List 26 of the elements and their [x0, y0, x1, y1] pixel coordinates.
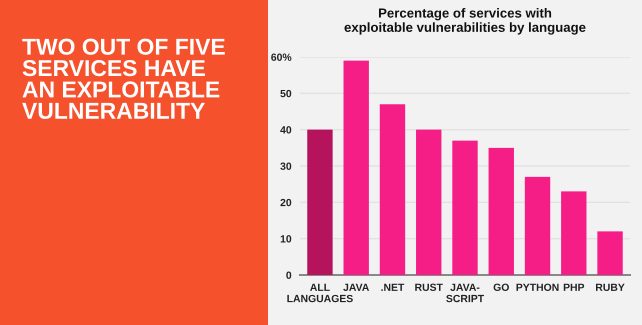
x-tick-label: JAVA- SCRIPT: [446, 284, 484, 302]
x-tick-label: PHP: [564, 284, 584, 291]
bar: [344, 60, 369, 275]
bar: [307, 130, 333, 275]
x-tick-label: GO: [494, 284, 509, 291]
bar: [561, 191, 586, 275]
x-tick-label: RUST: [415, 284, 443, 291]
chart-title: TWO OUT OF FIVE SERVICES HAVE AN EXPLOITABLE VULNERABILITY: [22, 38, 225, 119]
y-tick-label: 20: [280, 198, 292, 206]
x-tick-label: .NET: [381, 284, 404, 291]
x-tick-label: RUBY: [596, 284, 625, 291]
y-tick-label: 0: [286, 272, 292, 279]
y-tick-label: 40: [280, 126, 292, 134]
chart-subtitle: Percentage of services with exploitable vulnerabilities by language: [344, 8, 586, 35]
y-tick-label: 60%: [271, 54, 292, 61]
bar: [597, 231, 623, 275]
x-tick-label: JAVA: [343, 284, 370, 291]
bar: [488, 148, 514, 275]
bar: [380, 104, 406, 275]
bar: [452, 140, 478, 275]
bar: [416, 130, 442, 275]
bar: [524, 176, 550, 275]
y-tick-label: 10: [280, 235, 292, 243]
y-tick-label: 50: [280, 90, 292, 98]
y-tick-label: 30: [280, 162, 292, 170]
x-tick-label: PYTHON: [516, 284, 559, 291]
